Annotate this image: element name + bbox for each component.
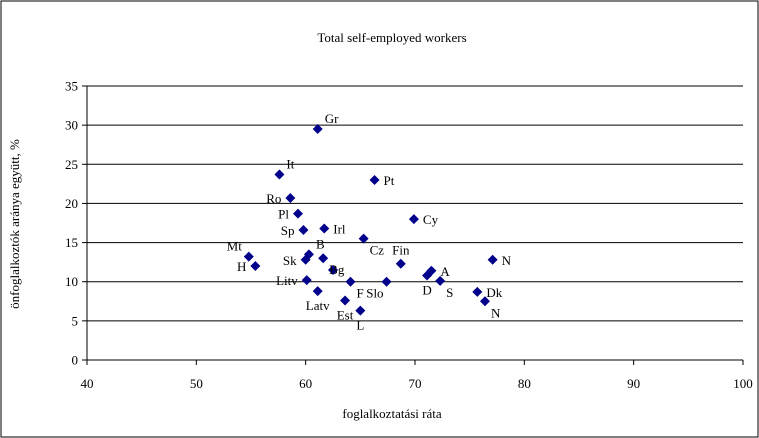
data-label-dk: Dk	[486, 285, 502, 300]
data-point-bg	[318, 253, 329, 264]
data-point-l	[355, 305, 366, 316]
data-point-f	[345, 276, 356, 287]
data-point-b	[303, 249, 314, 260]
data-label-f: F	[356, 286, 363, 301]
x-tick-label: 70	[409, 376, 422, 391]
data-point-sk	[300, 254, 311, 265]
data-label-b: B	[316, 236, 325, 251]
y-tick-label: 5	[72, 313, 79, 328]
data-point-ro	[285, 192, 296, 203]
x-tick-labels: 40 50 60 70 80 90 100	[81, 376, 753, 391]
axes	[82, 85, 744, 365]
data-label-mt: Mt	[227, 239, 243, 254]
x-axis-title: foglalkoztatási ráta	[342, 406, 441, 421]
data-label-d: D	[422, 282, 431, 297]
data-point-d	[422, 270, 433, 281]
y-tick-labels: 0 5 10 15 20 25 30 35	[65, 79, 78, 368]
y-tick-label: 10	[65, 274, 78, 289]
data-point-litv	[301, 275, 312, 286]
data-label-it: It	[286, 156, 294, 171]
x-tick-label: 80	[518, 376, 531, 391]
x-tick-label: 100	[733, 376, 753, 391]
data-label-h: H	[237, 259, 246, 274]
data-point-latv	[312, 286, 323, 297]
y-tick-label: 30	[65, 118, 78, 133]
data-label-sp: Sp	[281, 223, 295, 238]
data-label-gr: Gr	[325, 111, 339, 126]
y-tick-label: 0	[72, 353, 79, 368]
data-points	[243, 124, 498, 316]
data-label-a: A	[440, 264, 450, 279]
y-tick-label: 35	[65, 79, 78, 94]
data-point-dk	[472, 286, 483, 297]
data-point-it	[274, 169, 285, 180]
x-tick-label: 60	[299, 376, 312, 391]
data-label-latv: Latv	[306, 298, 330, 313]
data-point-est	[340, 295, 351, 306]
data-label-cz: Cz	[370, 243, 385, 258]
data-point-slo	[381, 276, 392, 287]
data-label-s: S	[446, 285, 453, 300]
data-label-n: N	[502, 253, 512, 268]
data-point-n	[487, 254, 498, 265]
data-point-irl	[319, 223, 330, 234]
data-point-s	[435, 275, 446, 286]
data-label-slo: Slo	[366, 286, 383, 301]
data-point-cy	[408, 214, 419, 225]
x-tick-label: 50	[190, 376, 203, 391]
y-tick-label: 20	[65, 196, 78, 211]
data-point-sp	[298, 225, 309, 236]
data-label-sk: Sk	[283, 253, 297, 268]
data-label-est: Est	[337, 308, 354, 323]
data-point-pl	[293, 208, 304, 219]
data-point-pt	[369, 174, 380, 185]
data-label-l: L	[356, 318, 364, 333]
data-label-fin: Fin	[392, 243, 410, 258]
data-point-gr	[312, 124, 323, 135]
data-label-pt: Pt	[384, 173, 395, 188]
data-label-irl: Irl	[333, 221, 346, 236]
data-point-mt	[243, 251, 254, 262]
y-tick-label: 25	[65, 157, 78, 172]
data-label-litv: Litv	[276, 273, 298, 288]
y-axis-title: önfoglalkoztók aránya együtt, %	[7, 139, 22, 309]
data-point-fin	[395, 258, 406, 269]
gridlines	[87, 85, 743, 322]
data-point	[328, 264, 338, 275]
chart-title: Total self-employed workers	[317, 30, 466, 45]
data-label-cy: Cy	[423, 212, 439, 227]
x-tick-label: 40	[81, 376, 94, 391]
data-point-cz	[358, 233, 369, 244]
x-tick-label: 90	[627, 376, 640, 391]
data-label-pl: Pl	[278, 207, 289, 222]
y-tick-label: 15	[65, 235, 78, 250]
data-point-n	[479, 296, 490, 307]
data-point-h	[250, 261, 261, 272]
data-label-n: N	[491, 305, 501, 320]
data-label-bg: Bg	[329, 262, 345, 277]
data-label-ro: Ro	[266, 191, 281, 206]
